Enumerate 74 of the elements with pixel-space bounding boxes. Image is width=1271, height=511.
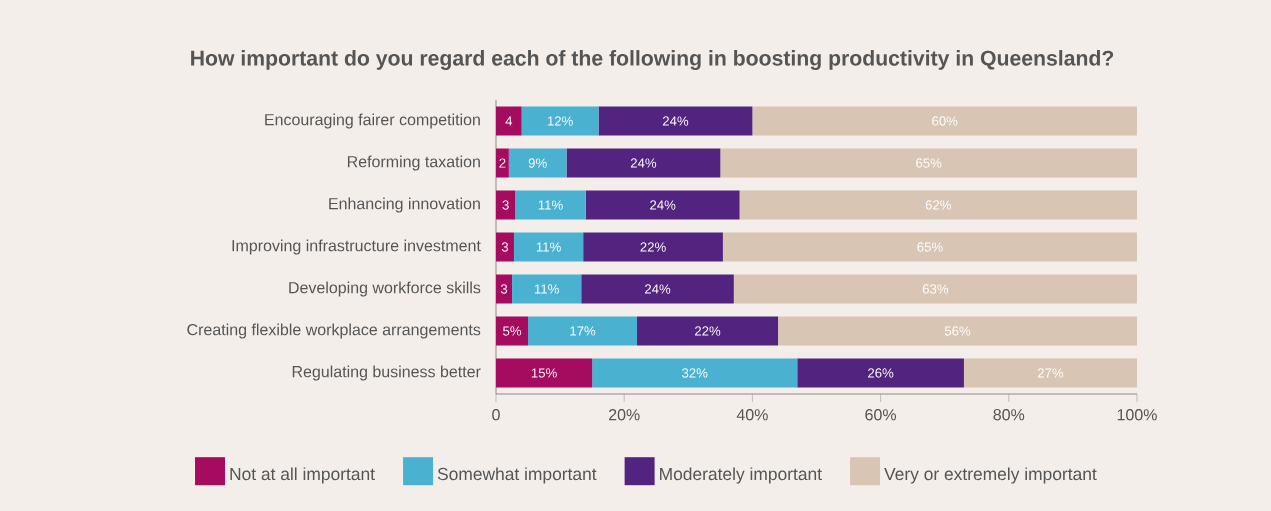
y-tick-label: Creating flexible workplace arrangements xyxy=(187,323,481,339)
data-label: 11% xyxy=(538,200,563,210)
y-tick-label: Improving infrastructure investment xyxy=(232,239,481,255)
bar xyxy=(521,106,599,136)
data-label: 2 xyxy=(499,158,506,168)
bar xyxy=(508,148,567,178)
x-tick-label: 40% xyxy=(736,409,768,421)
data-label: 63% xyxy=(922,284,949,294)
bar xyxy=(778,316,1137,346)
bar xyxy=(585,190,740,220)
data-label: 24% xyxy=(650,200,676,210)
data-label: 60% xyxy=(932,116,958,126)
data-label: 24% xyxy=(630,158,657,168)
legend-label: Not at all important xyxy=(230,467,375,484)
y-tick-label: Enhancing innovation xyxy=(329,197,480,213)
bar xyxy=(528,316,638,346)
x-tick-label: 0 xyxy=(492,409,500,421)
data-label: 15% xyxy=(531,368,557,378)
bar xyxy=(733,274,1137,304)
bar xyxy=(496,274,513,304)
bar xyxy=(592,358,798,388)
data-label: 65% xyxy=(917,242,943,252)
bar xyxy=(496,106,522,136)
x-tick-label: 100% xyxy=(1117,409,1157,421)
legend-label: Somewhat important xyxy=(437,467,597,484)
bar xyxy=(963,358,1137,388)
data-label: 3 xyxy=(500,284,508,294)
bar xyxy=(512,274,582,304)
bar xyxy=(637,316,779,346)
bar xyxy=(598,106,753,136)
bar xyxy=(583,232,723,262)
data-label: 24% xyxy=(662,116,689,126)
data-label: 22% xyxy=(640,242,666,252)
y-tick-label: Reforming taxation xyxy=(347,155,480,171)
data-label: 22% xyxy=(694,326,721,336)
data-label: 4 xyxy=(505,116,513,126)
y-tick-label: Developing workforce skills xyxy=(289,281,481,297)
x-tick-label: 60% xyxy=(865,409,897,421)
bar xyxy=(722,232,1137,262)
data-label: 26% xyxy=(868,368,894,378)
data-label: 3 xyxy=(502,200,509,210)
bar xyxy=(496,358,593,388)
data-label: 12% xyxy=(547,116,573,126)
bar xyxy=(496,232,514,262)
data-label: 11% xyxy=(536,242,561,252)
data-label: 9% xyxy=(528,158,547,168)
bar xyxy=(752,106,1137,136)
data-label: 24% xyxy=(644,284,671,294)
data-label: 5% xyxy=(503,326,522,336)
legend-label: Moderately important xyxy=(660,467,822,484)
data-label: 32% xyxy=(682,368,708,378)
data-label: 56% xyxy=(944,326,971,336)
bar xyxy=(496,190,516,220)
bar xyxy=(720,148,1137,178)
data-label: 17% xyxy=(570,326,596,336)
bar xyxy=(513,232,584,262)
chart-title: How important do you regard each of the following in boosting productivity in Queensland? xyxy=(191,50,1114,70)
x-tick-label: 80% xyxy=(993,409,1025,421)
data-label: 62% xyxy=(925,200,952,210)
bar xyxy=(581,274,734,304)
data-label: 3 xyxy=(501,242,509,252)
data-label: 65% xyxy=(916,158,942,168)
legend-label: Very or extremely important xyxy=(884,467,1097,484)
data-label: 11% xyxy=(534,284,559,294)
x-tick-label: 20% xyxy=(609,409,640,421)
y-tick-label: Regulating business better xyxy=(292,365,481,381)
bar xyxy=(496,316,529,346)
bar xyxy=(566,148,721,178)
bar xyxy=(496,148,509,178)
bar xyxy=(515,190,586,220)
bar xyxy=(739,190,1137,220)
bar xyxy=(797,358,964,388)
data-label: 27% xyxy=(1037,368,1064,378)
y-tick-label: Encouraging fairer competition xyxy=(265,113,480,129)
